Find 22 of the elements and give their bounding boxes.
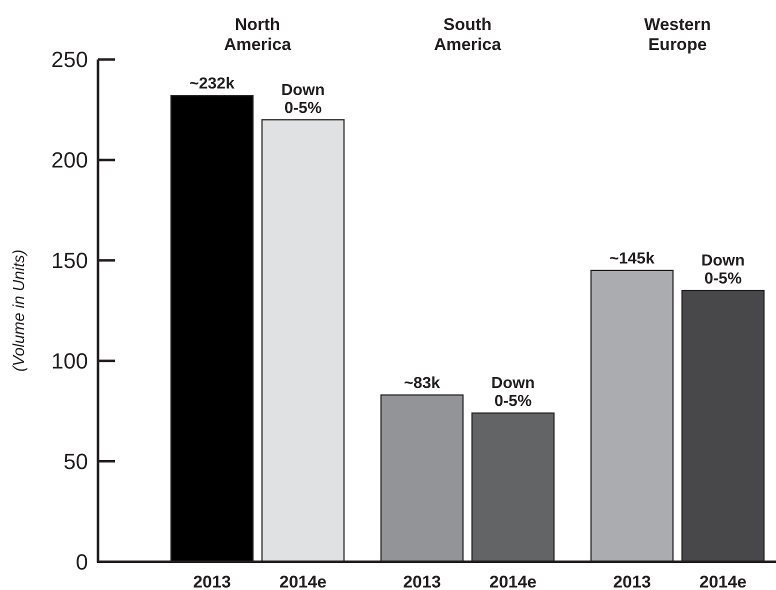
text: Western Europe <box>644 15 711 54</box>
y-tick-label: 200 <box>51 148 88 173</box>
x-tick-label: 2013 <box>613 572 651 590</box>
x-tick-label: 2014e <box>279 572 327 590</box>
annotation: Down 0-5% <box>701 252 745 288</box>
y-axis-title: (Volume in Units) <box>11 250 28 372</box>
data-label: ~232k <box>190 76 235 93</box>
x-tick-label: 2014e <box>699 572 747 590</box>
x-tick-label: 2014e <box>489 572 537 590</box>
x-tick-label: 2013 <box>193 572 231 590</box>
y-tick-label: 100 <box>51 348 88 374</box>
data-label: ~83k <box>404 374 440 392</box>
y-tick-label: 50 <box>64 448 88 474</box>
data-label: ~145k <box>610 250 655 268</box>
annotation: Down 0-5% <box>281 82 325 117</box>
text: North America <box>224 15 292 54</box>
y-tick-label: 0 <box>76 549 88 574</box>
annotation: Down 0-5% <box>491 375 535 410</box>
x-tick-label: 2013 <box>403 572 441 590</box>
y-tick-label: 250 <box>51 47 88 72</box>
y-tick-label: 150 <box>51 248 88 274</box>
text: South America <box>434 15 502 54</box>
